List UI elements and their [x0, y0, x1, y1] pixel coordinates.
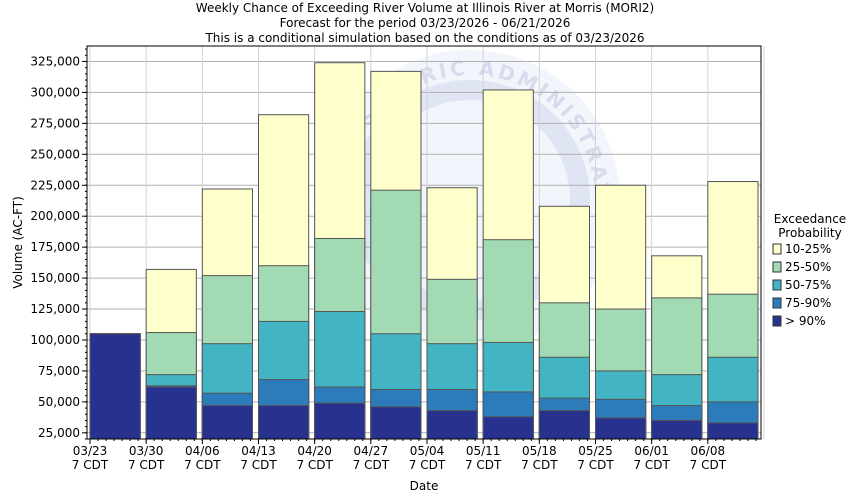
x-tick-sublabel: 7 CDT — [296, 458, 333, 472]
y-tick-label: 325,000 — [30, 54, 80, 68]
x-tick-sublabel: 7 CDT — [128, 458, 165, 472]
x-tick-label: 06/01 — [634, 444, 669, 458]
y-axis-label: Volume (AC-FT) — [11, 196, 25, 289]
y-tick-label: 25,000 — [38, 426, 80, 440]
x-tick-sublabel: 7 CDT — [240, 458, 277, 472]
bars — [89, 62, 759, 440]
legend-swatch — [772, 315, 782, 327]
y-tick-label: 100,000 — [30, 333, 80, 347]
legend-swatch — [772, 261, 782, 273]
bar-04-06--90- — [201, 405, 253, 440]
x-tick-sublabel: 7 CDT — [577, 458, 614, 472]
legend-label: 75-90% — [785, 296, 831, 310]
title-line-1: Weekly Chance of Exceeding River Volume … — [196, 1, 654, 15]
x-tick-label: 04/27 — [354, 444, 389, 458]
legend-title-line-2: Probability — [778, 226, 841, 240]
x-tick-sublabel: 7 CDT — [633, 458, 670, 472]
y-tick-label: 125,000 — [30, 302, 80, 316]
y-tick-label: 225,000 — [30, 178, 80, 192]
bar-06-08--90- — [707, 422, 759, 440]
y-tick-label: 250,000 — [30, 147, 80, 161]
x-tick-label: 04/13 — [241, 444, 276, 458]
title-line-2: Forecast for the period 03/23/2026 - 06/… — [280, 16, 571, 30]
y-axis: 25,000 50,000 75,000 100,000 125,000 150,000 1… — [30, 48, 87, 440]
legend-label: 25-50% — [785, 260, 831, 274]
legend-title-line-1: Exceedance — [774, 212, 846, 226]
legend-swatch — [772, 297, 782, 309]
x-tick-sublabel: 7 CDT — [465, 458, 502, 472]
legend-swatch — [772, 243, 782, 255]
x-tick-label: 06/08 — [691, 444, 726, 458]
bar-05-04--90- — [426, 410, 478, 440]
y-tick-label: 175,000 — [30, 240, 80, 254]
x-tick-sublabel: 7 CDT — [690, 458, 727, 472]
legend-label: > 90% — [785, 314, 826, 328]
y-tick-label: 200,000 — [30, 209, 80, 223]
bar-05-18--90- — [538, 410, 590, 440]
legend-label: 50-75% — [785, 278, 831, 292]
x-axis-label: Date — [410, 479, 439, 493]
bar-03-30--90- — [145, 386, 197, 440]
x-tick-label: 03/23 — [73, 444, 108, 458]
x-tick-label: 03/30 — [129, 444, 164, 458]
plot-frame — [86, 45, 762, 440]
bar-04-13--90- — [258, 405, 310, 440]
legend-swatch — [772, 279, 782, 291]
bar-04-20--90- — [314, 402, 366, 440]
x-tick-sublabel: 7 CDT — [409, 458, 446, 472]
bar-06-01--90- — [651, 419, 703, 440]
chart-title: Weekly Chance of Exceeding River Volume … — [196, 1, 654, 45]
x-tick-label: 05/25 — [578, 444, 613, 458]
x-tick-label: 05/04 — [410, 444, 445, 458]
x-tick-sublabel: 7 CDT — [184, 458, 221, 472]
bar-05-11--90- — [482, 416, 534, 440]
y-tick-label: 150,000 — [30, 271, 80, 285]
x-tick-sublabel: 7 CDT — [521, 458, 558, 472]
title-line-3: This is a conditional simulation based o… — [204, 31, 644, 45]
x-tick-label: 05/11 — [466, 444, 501, 458]
x-tick-sublabel: 7 CDT — [72, 458, 109, 472]
x-tick-sublabel: 7 CDT — [353, 458, 390, 472]
x-tick-label: 04/20 — [297, 444, 332, 458]
legend-label: 10-25% — [785, 242, 831, 256]
y-tick-label: 75,000 — [38, 364, 80, 378]
x-tick-label: 04/06 — [185, 444, 220, 458]
bar-03-23--90- — [89, 333, 141, 440]
y-tick-label: 275,000 — [30, 116, 80, 130]
y-tick-label: 50,000 — [38, 395, 80, 409]
x-tick-label: 05/18 — [522, 444, 557, 458]
y-tick-label: 300,000 — [30, 85, 80, 99]
bar-05-25--90- — [595, 417, 647, 440]
bar-04-27--90- — [370, 406, 422, 440]
